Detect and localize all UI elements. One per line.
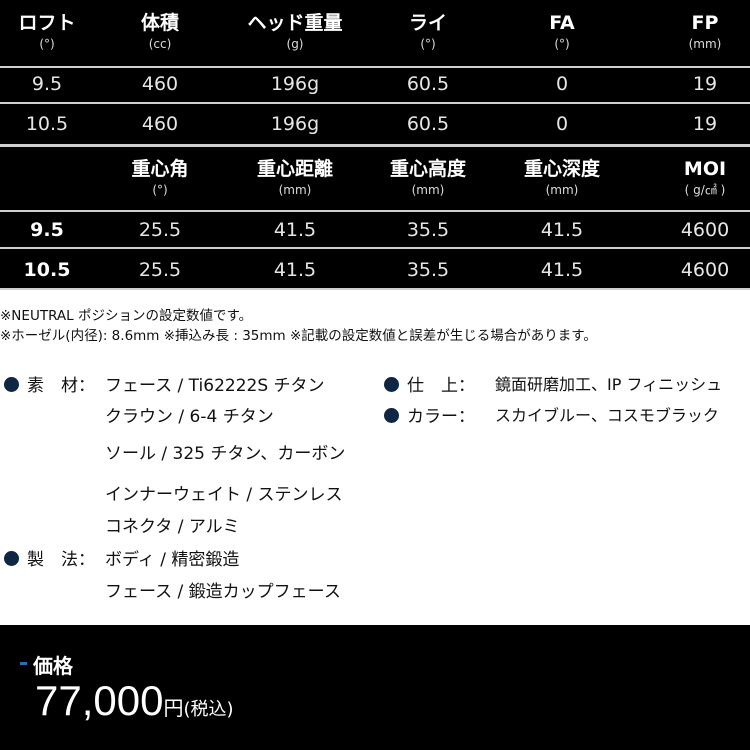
table-cell: 10.5 bbox=[25, 113, 69, 135]
accent-dash-icon bbox=[20, 662, 27, 665]
column-header: ライ bbox=[408, 12, 448, 34]
bullet-icon bbox=[384, 408, 399, 423]
table-cell: 0 bbox=[555, 113, 569, 135]
column-unit: (g) bbox=[286, 37, 304, 51]
column-header: FA bbox=[549, 12, 575, 34]
material-item: コネクタ / アルミ bbox=[105, 517, 240, 537]
spec-table: ロフト (°) 9.5 10.5 体積 (cc) 460 460 ヘッド重量 (g) 196g 196… bbox=[0, 0, 750, 290]
column-header: FP bbox=[691, 12, 719, 34]
material-item: ソール / 325 チタン、カーボン bbox=[105, 444, 346, 464]
column-unit: (°) bbox=[152, 183, 168, 197]
table-cell: 41.5 bbox=[540, 219, 584, 241]
column-unit: (mm) bbox=[411, 183, 445, 197]
color-value: スカイブルー、コスモブラック bbox=[495, 406, 719, 425]
method-item: フェース / 鍛造カップフェース bbox=[105, 582, 341, 602]
material-item: インナーウェイト / ステンレス bbox=[105, 485, 343, 505]
table-cell: 19 bbox=[692, 113, 718, 135]
divider bbox=[0, 66, 750, 68]
divider bbox=[0, 144, 750, 147]
column-unit: (cc) bbox=[148, 37, 172, 51]
note-hosel: ※ホーゼル(内径): 8.6mm ※挿込み長 : 35mm ※記載の設定数値と誤… bbox=[0, 328, 597, 344]
finish-value: 鏡面研磨加工、IP フィニッシュ bbox=[495, 375, 723, 394]
bullet-icon bbox=[4, 551, 19, 566]
table-cell: 9.5 bbox=[31, 73, 63, 95]
material-item: クラウン / 6-4 チタン bbox=[105, 407, 274, 427]
table-cell: 35.5 bbox=[406, 259, 450, 281]
table-cell: 25.5 bbox=[138, 259, 182, 281]
table-cell: 4600 bbox=[680, 259, 730, 281]
table-cell: 60.5 bbox=[406, 73, 450, 95]
column-unit: (mm) bbox=[278, 183, 312, 197]
column-header: 重心高度 bbox=[389, 158, 467, 180]
column-header: 重心距離 bbox=[256, 158, 334, 180]
method-item: ボディ / 精密鍛造 bbox=[105, 550, 240, 570]
column-unit: ( g/㎠ ) bbox=[684, 183, 726, 197]
table-cell: 10.5 bbox=[23, 259, 71, 281]
table-cell: 0 bbox=[555, 73, 569, 95]
table-cell: 19 bbox=[692, 73, 718, 95]
price-tax: (税込) bbox=[183, 699, 234, 720]
column-unit: (mm) bbox=[545, 183, 579, 197]
divider bbox=[0, 102, 750, 104]
price-label: 価格 bbox=[33, 654, 73, 678]
column-header: 重心角 bbox=[131, 158, 189, 180]
finish-label: 仕 上： bbox=[384, 371, 475, 396]
note-neutral: ※NEUTRAL ポジションの設定数値です。 bbox=[0, 308, 253, 324]
table-cell: 41.5 bbox=[273, 259, 317, 281]
bullet-icon bbox=[4, 377, 19, 392]
table-cell: 196g bbox=[270, 113, 320, 135]
price-panel: 価格 77,000円(税込) bbox=[0, 625, 750, 750]
material-label: 素 材： bbox=[4, 371, 95, 396]
table-cell: 460 bbox=[141, 73, 179, 95]
material-item: フェース / Ti62222S チタン bbox=[105, 376, 325, 396]
table-cell: 41.5 bbox=[273, 219, 317, 241]
price-yen: 円 bbox=[163, 696, 184, 720]
divider bbox=[0, 247, 750, 249]
table-cell: 9.5 bbox=[30, 219, 64, 241]
bullet-icon bbox=[384, 377, 399, 392]
column-unit: (mm) bbox=[688, 37, 722, 51]
table-cell: 460 bbox=[141, 113, 179, 135]
price-value: 77,000円(税込) bbox=[35, 677, 234, 725]
column-header: ヘッド重量 bbox=[247, 12, 343, 34]
column-unit: (°) bbox=[420, 37, 436, 51]
table-cell: 25.5 bbox=[138, 219, 182, 241]
column-unit: (°) bbox=[554, 37, 570, 51]
table-cell: 4600 bbox=[680, 219, 730, 241]
divider bbox=[0, 288, 750, 290]
column-header: ロフト bbox=[18, 12, 76, 34]
divider bbox=[0, 210, 750, 212]
column-header: MOI bbox=[683, 158, 727, 180]
price-amount: 77,000 bbox=[35, 677, 164, 724]
table-cell: 196g bbox=[270, 73, 320, 95]
column-header: 体積 bbox=[140, 12, 180, 34]
color-label: カラー： bbox=[384, 402, 475, 427]
table-cell: 35.5 bbox=[406, 219, 450, 241]
method-label: 製 法： bbox=[4, 545, 95, 570]
table-cell: 41.5 bbox=[540, 259, 584, 281]
table-cell: 60.5 bbox=[406, 113, 450, 135]
column-header: 重心深度 bbox=[523, 158, 601, 180]
column-unit: (°) bbox=[39, 37, 55, 51]
